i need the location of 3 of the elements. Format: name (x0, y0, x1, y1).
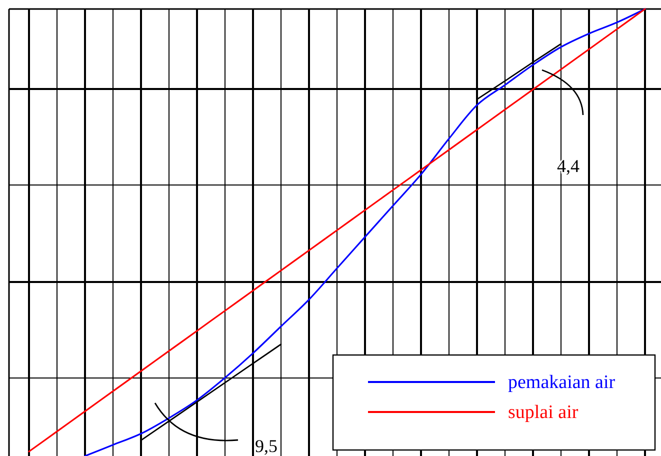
text: suplai air (508, 402, 579, 423)
annotation: 9,5 (255, 436, 278, 456)
text: pemakaian air (508, 372, 616, 393)
